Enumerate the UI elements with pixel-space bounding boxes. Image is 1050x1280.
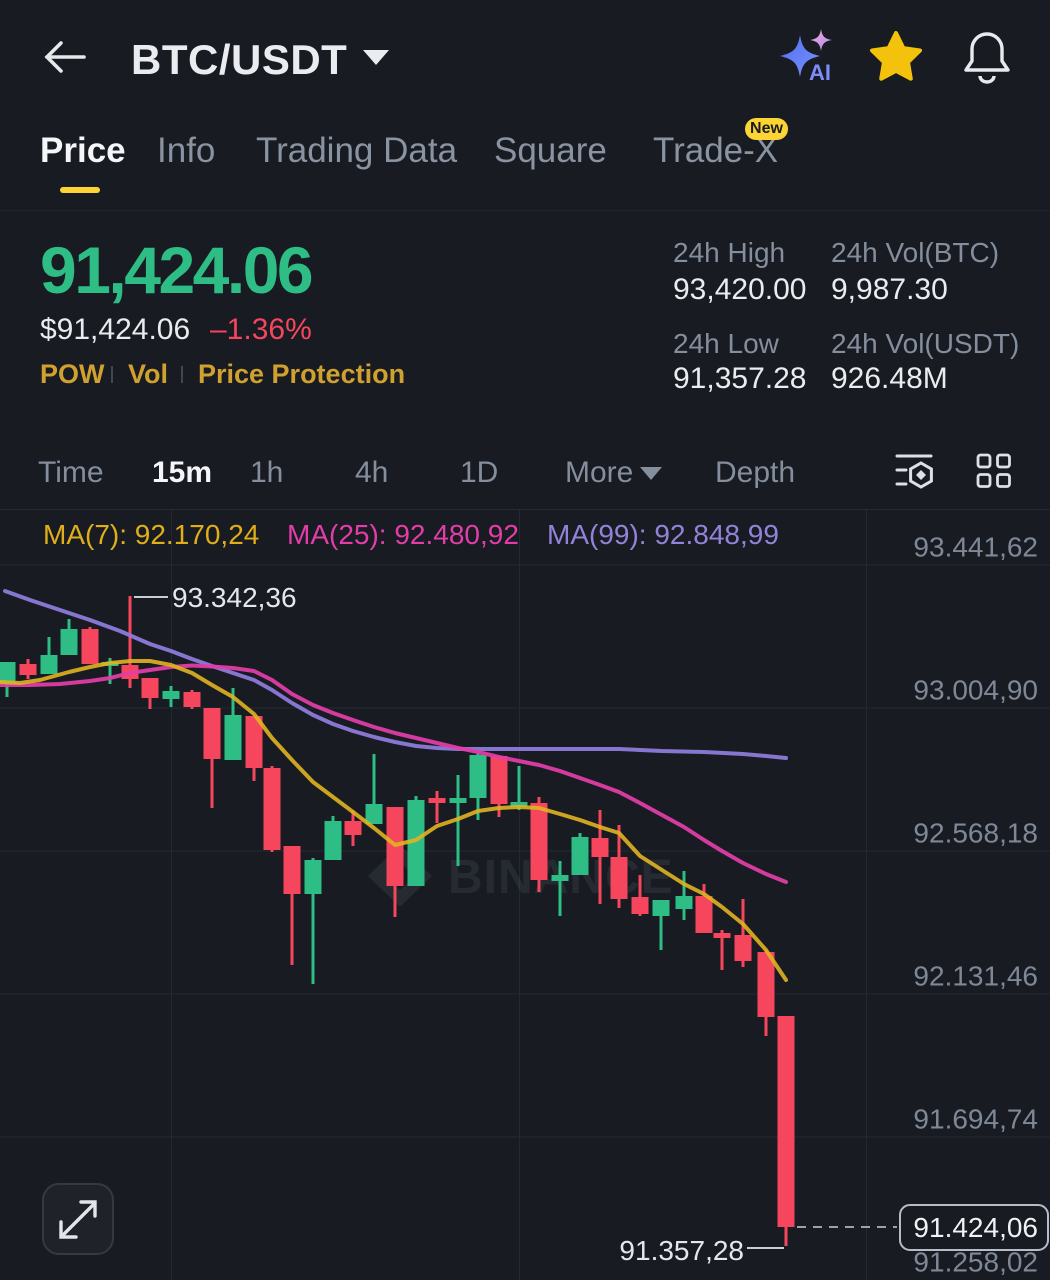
svg-text:93.342,36: 93.342,36	[172, 582, 297, 613]
svg-text:92.131,46: 92.131,46	[913, 961, 1038, 992]
svg-text:93.441,62: 93.441,62	[913, 532, 1038, 563]
svg-text:92.568,18: 92.568,18	[913, 818, 1038, 849]
svg-text:91.694,74: 91.694,74	[913, 1104, 1038, 1135]
svg-text:AI: AI	[809, 60, 831, 85]
svg-text:91.258,02: 91.258,02	[913, 1247, 1038, 1278]
svg-text:93.004,90: 93.004,90	[913, 675, 1038, 706]
svg-text:91.424,06: 91.424,06	[913, 1212, 1038, 1243]
svg-text:91.357,28: 91.357,28	[619, 1235, 744, 1266]
